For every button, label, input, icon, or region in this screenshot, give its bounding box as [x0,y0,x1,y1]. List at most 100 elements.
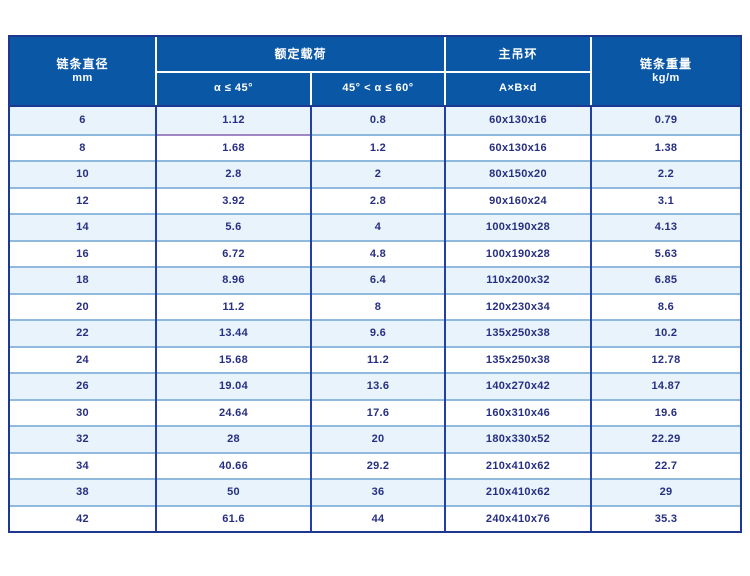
rated-load-60-cell: 1.2 [312,133,444,160]
table-body: 6 1.12 0.8 60x130x16 0.79 8 1.68 1.2 60x130x16 1.… [10,107,740,531]
main-ring-size-cell: 100x190x28 [446,213,590,240]
chain-diameter-cell: 26 [10,372,155,399]
chain-diameter-cell: 32 [10,425,155,452]
table-row: 12 3.92 2.8 90x160x24 3.1 [10,186,740,213]
main-ring-size-cell: 135x250x38 [446,319,590,346]
chain-weight-cell: 8.6 [592,292,740,319]
main-ring-size-cell: 135x250x38 [446,345,590,372]
chain-weight-cell: 19.6 [592,398,740,425]
chain-diameter-cell: 42 [10,504,155,531]
rated-load-60-cell: 44 [312,504,444,531]
table-row: 30 24.64 17.6 160x310x46 19.6 [10,398,740,425]
chain-weight-cell: 10.2 [592,319,740,346]
rated-load-45-cell: 40.66 [157,451,310,478]
table-row: 20 11.2 8 120x230x34 8.6 [10,292,740,319]
header-main-ring-dims-label: A×B×d [499,82,537,95]
rated-load-45-cell: 50 [157,478,310,505]
table-row: 24 15.68 11.2 135x250x38 12.78 [10,345,740,372]
header-main-ring: 主吊环 [446,37,590,71]
main-ring-size-cell: 110x200x32 [446,266,590,293]
rated-load-45-cell: 28 [157,425,310,452]
rated-load-45-cell: 1.12 [157,107,310,134]
chain-weight-cell: 35.3 [592,504,740,531]
chain-diameter-cell: 38 [10,478,155,505]
header-chain-diameter-unit: mm [72,71,93,84]
rated-load-60-cell: 2 [312,160,444,187]
rated-load-45-cell: 6.72 [157,239,310,266]
chain-specification-table: 链条直径 mm 额定载荷 主吊环 链条重量 kg/m α ≤ 45° 45° <… [8,35,742,533]
rated-load-45-cell: 61.6 [157,504,310,531]
table-row: 42 61.6 44 240x410x76 35.3 [10,504,740,531]
rated-load-60-cell: 13.6 [312,372,444,399]
main-ring-size-cell: 80x150x20 [446,160,590,187]
main-ring-size-cell: 140x270x42 [446,372,590,399]
chain-weight-cell: 6.85 [592,266,740,293]
chain-weight-cell: 12.78 [592,345,740,372]
chain-diameter-cell: 18 [10,266,155,293]
table-row: 38 50 36 210x410x62 29 [10,478,740,505]
chain-diameter-cell: 10 [10,160,155,187]
header-chain-diameter: 链条直径 mm [10,37,155,105]
rated-load-60-cell: 36 [312,478,444,505]
rated-load-45-cell: 8.96 [157,266,310,293]
header-angle-lte-45-label: α ≤ 45° [213,82,254,95]
main-ring-size-cell: 100x190x28 [446,239,590,266]
main-ring-size-cell: 210x410x62 [446,478,590,505]
rated-load-60-cell: 4 [312,213,444,240]
header-chain-diameter-title: 链条直径 [56,56,109,71]
header-angle-45-to-60-label: 45° < α ≤ 60° [342,82,414,95]
rated-load-45-cell: 11.2 [157,292,310,319]
main-ring-size-cell: 240x410x76 [446,504,590,531]
table-row: 18 8.96 6.4 110x200x32 6.85 [10,266,740,293]
rated-load-45-cell: 3.92 [157,186,310,213]
header-rated-load-title: 额定载荷 [274,46,327,61]
chain-weight-cell: 5.63 [592,239,740,266]
main-ring-size-cell: 90x160x24 [446,186,590,213]
chain-diameter-cell: 14 [10,213,155,240]
rated-load-60-cell: 20 [312,425,444,452]
main-ring-size-cell: 180x330x52 [446,425,590,452]
header-angle-45-to-60: 45° < α ≤ 60° [312,73,444,105]
chain-weight-cell: 0.79 [592,107,740,134]
main-ring-size-cell: 60x130x16 [446,133,590,160]
rated-load-45-cell: 1.68 [157,133,310,160]
rated-load-60-cell: 4.8 [312,239,444,266]
rated-load-45-cell: 13.44 [157,319,310,346]
rated-load-45-cell: 5.6 [157,213,310,240]
chain-weight-cell: 14.87 [592,372,740,399]
chain-diameter-cell: 22 [10,319,155,346]
chain-weight-cell: 1.38 [592,133,740,160]
chain-weight-cell: 2.2 [592,160,740,187]
rated-load-45-cell: 24.64 [157,398,310,425]
rated-load-60-cell: 2.8 [312,186,444,213]
chain-diameter-cell: 24 [10,345,155,372]
main-ring-size-cell: 60x130x16 [446,107,590,134]
rated-load-60-cell: 6.4 [312,266,444,293]
header-chain-weight: 链条重量 kg/m [592,37,740,105]
rated-load-60-cell: 8 [312,292,444,319]
main-ring-size-cell: 120x230x34 [446,292,590,319]
chain-diameter-cell: 12 [10,186,155,213]
rated-load-45-cell: 19.04 [157,372,310,399]
rated-load-60-cell: 9.6 [312,319,444,346]
table-row: 22 13.44 9.6 135x250x38 10.2 [10,319,740,346]
table-row: 26 19.04 13.6 140x270x42 14.87 [10,372,740,399]
header-main-ring-title: 主吊环 [498,46,538,61]
chain-weight-cell: 22.7 [592,451,740,478]
chain-weight-cell: 4.13 [592,213,740,240]
header-chain-weight-unit: kg/m [652,71,680,84]
rated-load-60-cell: 11.2 [312,345,444,372]
chain-diameter-cell: 16 [10,239,155,266]
table-row: 34 40.66 29.2 210x410x62 22.7 [10,451,740,478]
header-rated-load: 额定载荷 [157,37,444,71]
table-row: 16 6.72 4.8 100x190x28 5.63 [10,239,740,266]
chain-diameter-cell: 8 [10,133,155,160]
table-row: 14 5.6 4 100x190x28 4.13 [10,213,740,240]
chain-diameter-cell: 30 [10,398,155,425]
table-row: 8 1.68 1.2 60x130x16 1.38 [10,133,740,160]
rated-load-60-cell: 17.6 [312,398,444,425]
rated-load-60-cell: 0.8 [312,107,444,134]
chain-weight-cell: 22.29 [592,425,740,452]
rated-load-60-cell: 29.2 [312,451,444,478]
header-chain-weight-title: 链条重量 [639,56,692,71]
